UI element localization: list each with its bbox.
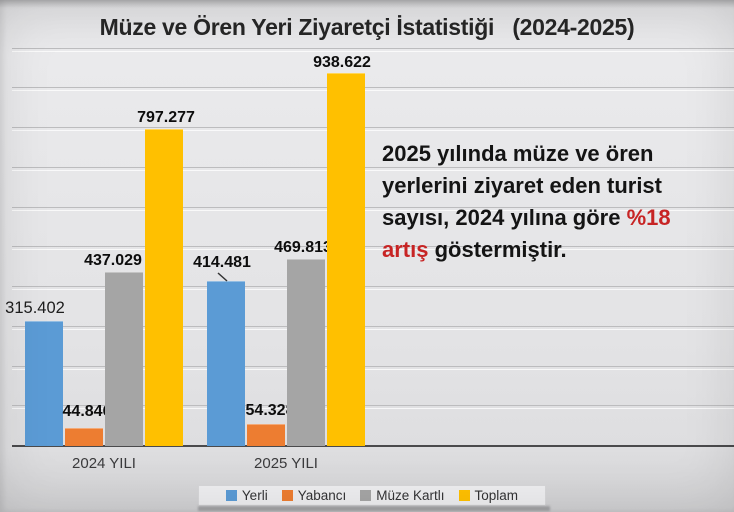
annotation-line-2-text: yerlerini ziyaret eden turist	[382, 173, 662, 198]
legend-item: Yerli	[225, 488, 268, 503]
legend-swatch-icon	[360, 490, 372, 501]
category-label-2024-yili: 2024 YILI	[72, 455, 136, 472]
bar-yerli-2	[207, 281, 245, 446]
highlight-percent: %18	[626, 205, 671, 230]
annotation-line-1-text: 2025 yılında müze ve ören	[382, 141, 654, 166]
annotation-line-3: sayısı, 2024 yılına göre %18	[382, 202, 722, 234]
legend-label: Toplam	[474, 488, 519, 503]
bar-yerli-1	[25, 320, 63, 446]
label-callout-line	[217, 272, 228, 282]
data-label: 437.029	[84, 252, 142, 270]
legend-swatch-icon	[281, 490, 293, 501]
legend-swatch-icon	[458, 490, 470, 501]
chart-legend: Yerli Yabancı Müze Kartlı Toplam	[198, 485, 546, 506]
annotation-text: 2025 yılında müze ve ören yerlerini ziya…	[382, 138, 722, 266]
legend-item: Müze Kartlı	[360, 488, 445, 503]
gridline	[12, 286, 734, 291]
data-label: 44.846	[62, 403, 112, 421]
legend-shadow	[198, 506, 550, 511]
legend-item: Toplam	[458, 488, 519, 503]
bar-toplam-2	[327, 72, 365, 446]
gridline	[12, 87, 734, 92]
data-label: 797.277	[137, 109, 195, 127]
annotation-line-2: yerlerini ziyaret eden turist	[382, 170, 722, 202]
bar-müze-kartlı-2	[287, 259, 325, 446]
bar-müze-kartlı-1	[105, 272, 143, 446]
gridline	[12, 127, 734, 132]
data-label: 938.622	[313, 53, 371, 71]
legend-item: Yabancı	[281, 488, 347, 503]
gridline	[12, 365, 734, 370]
gridline	[12, 206, 734, 211]
bar-yabancı-1	[65, 428, 103, 446]
annotation-line-4-text: göstermiştir.	[428, 237, 567, 262]
annotation-line-4: artış göstermiştir.	[382, 234, 722, 266]
x-axis-line	[12, 444, 734, 447]
annotation-line-3-text: sayısı, 2024 yılına göre	[382, 205, 627, 230]
bar-toplam-1	[145, 129, 183, 446]
top-edge-strip	[0, 0, 734, 7]
highlight-artis: artış	[382, 237, 429, 262]
legend-swatch-icon	[225, 490, 237, 501]
category-label-2025-yili: 2025 YILI	[254, 455, 318, 472]
legend-label: Yerli	[241, 488, 268, 503]
gridline	[12, 246, 734, 251]
data-label: 469.813	[274, 239, 332, 257]
data-label: 315.402	[5, 298, 65, 317]
gridline	[12, 405, 734, 410]
gridline	[12, 47, 734, 52]
gridline	[12, 166, 734, 171]
chart-title: Müze ve Ören Yeri Ziyaretçi İstatistiği …	[99, 14, 635, 40]
legend-label: Yabancı	[297, 488, 347, 503]
bar-yabancı-2	[247, 424, 285, 446]
data-label: 54.328	[245, 402, 295, 420]
annotation-line-1: 2025 yılında müze ve ören	[382, 138, 722, 170]
legend-label: Müze Kartlı	[376, 488, 445, 503]
gridline	[12, 325, 734, 330]
data-label: 414.481	[193, 254, 251, 272]
